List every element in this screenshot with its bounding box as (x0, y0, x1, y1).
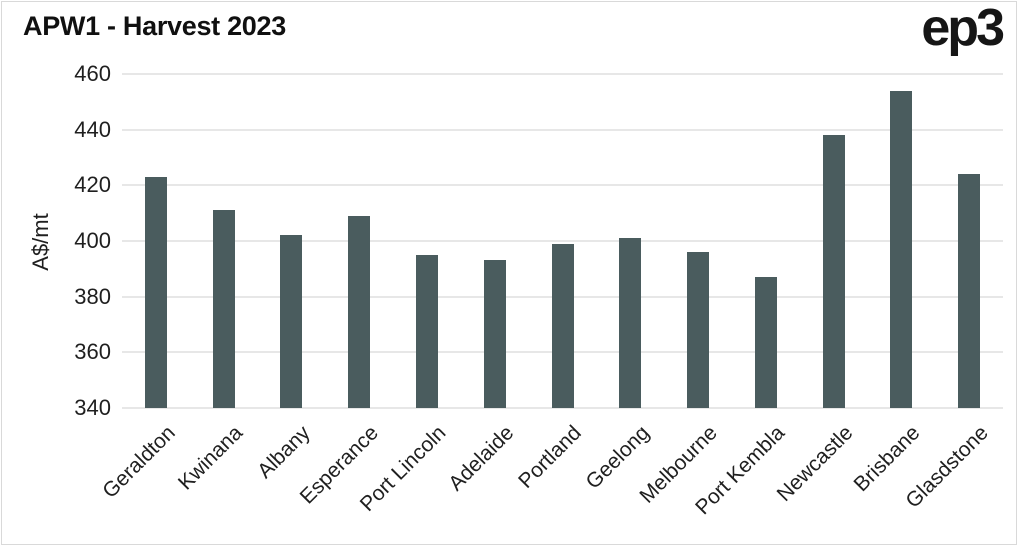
bar-port-kembla (754, 277, 777, 408)
x-tick-adelaide: Adelaide (444, 421, 519, 496)
y-tick-360: 360 (74, 339, 111, 365)
y-axis-ticks: 340 360 380 400 420 440 460 (2, 61, 111, 420)
bar-glasdstone (958, 174, 981, 408)
y-tick-380: 380 (74, 283, 111, 309)
x-tick-portland: Portland (514, 421, 587, 493)
y-tick-340: 340 (74, 395, 111, 420)
bar-albany (280, 235, 303, 408)
y-tick-460: 460 (74, 61, 111, 86)
bar-geraldton (144, 176, 167, 408)
bar-brisbane (890, 90, 913, 408)
bar-port-lincoln (415, 254, 438, 408)
bar-portland (551, 243, 574, 408)
bar-newcastle (822, 135, 845, 408)
gridline-460 (122, 73, 1003, 75)
chart-title: APW1 - Harvest 2023 (23, 11, 286, 41)
ep3-logo: ep3 (921, 0, 1005, 57)
chart-card: APW1 - Harvest 2023 ep3 A$/mt 340 360 380 4… (1, 0, 1017, 545)
gridline-340 (122, 407, 1003, 409)
gridline-440 (122, 128, 1003, 131)
bar-geelong (619, 238, 642, 408)
gridline-420 (122, 184, 1003, 187)
bar-melbourne (687, 252, 710, 408)
y-tick-420: 420 (74, 172, 111, 198)
bar-kwinana (212, 210, 235, 408)
x-tick-albany: Albany (253, 421, 315, 483)
gridline-400 (122, 240, 1003, 242)
bar-esperance (348, 215, 371, 408)
plot-area: Geraldton Kwinana Albany Esperance Port Linc… (98, 73, 1003, 519)
bar-adelaide (483, 260, 506, 408)
x-tick-geraldton: Geraldton (97, 421, 180, 503)
y-tick-440: 440 (74, 116, 111, 142)
y-tick-400: 400 (74, 228, 111, 253)
x-tick-kwinana: Kwinana (173, 421, 248, 495)
